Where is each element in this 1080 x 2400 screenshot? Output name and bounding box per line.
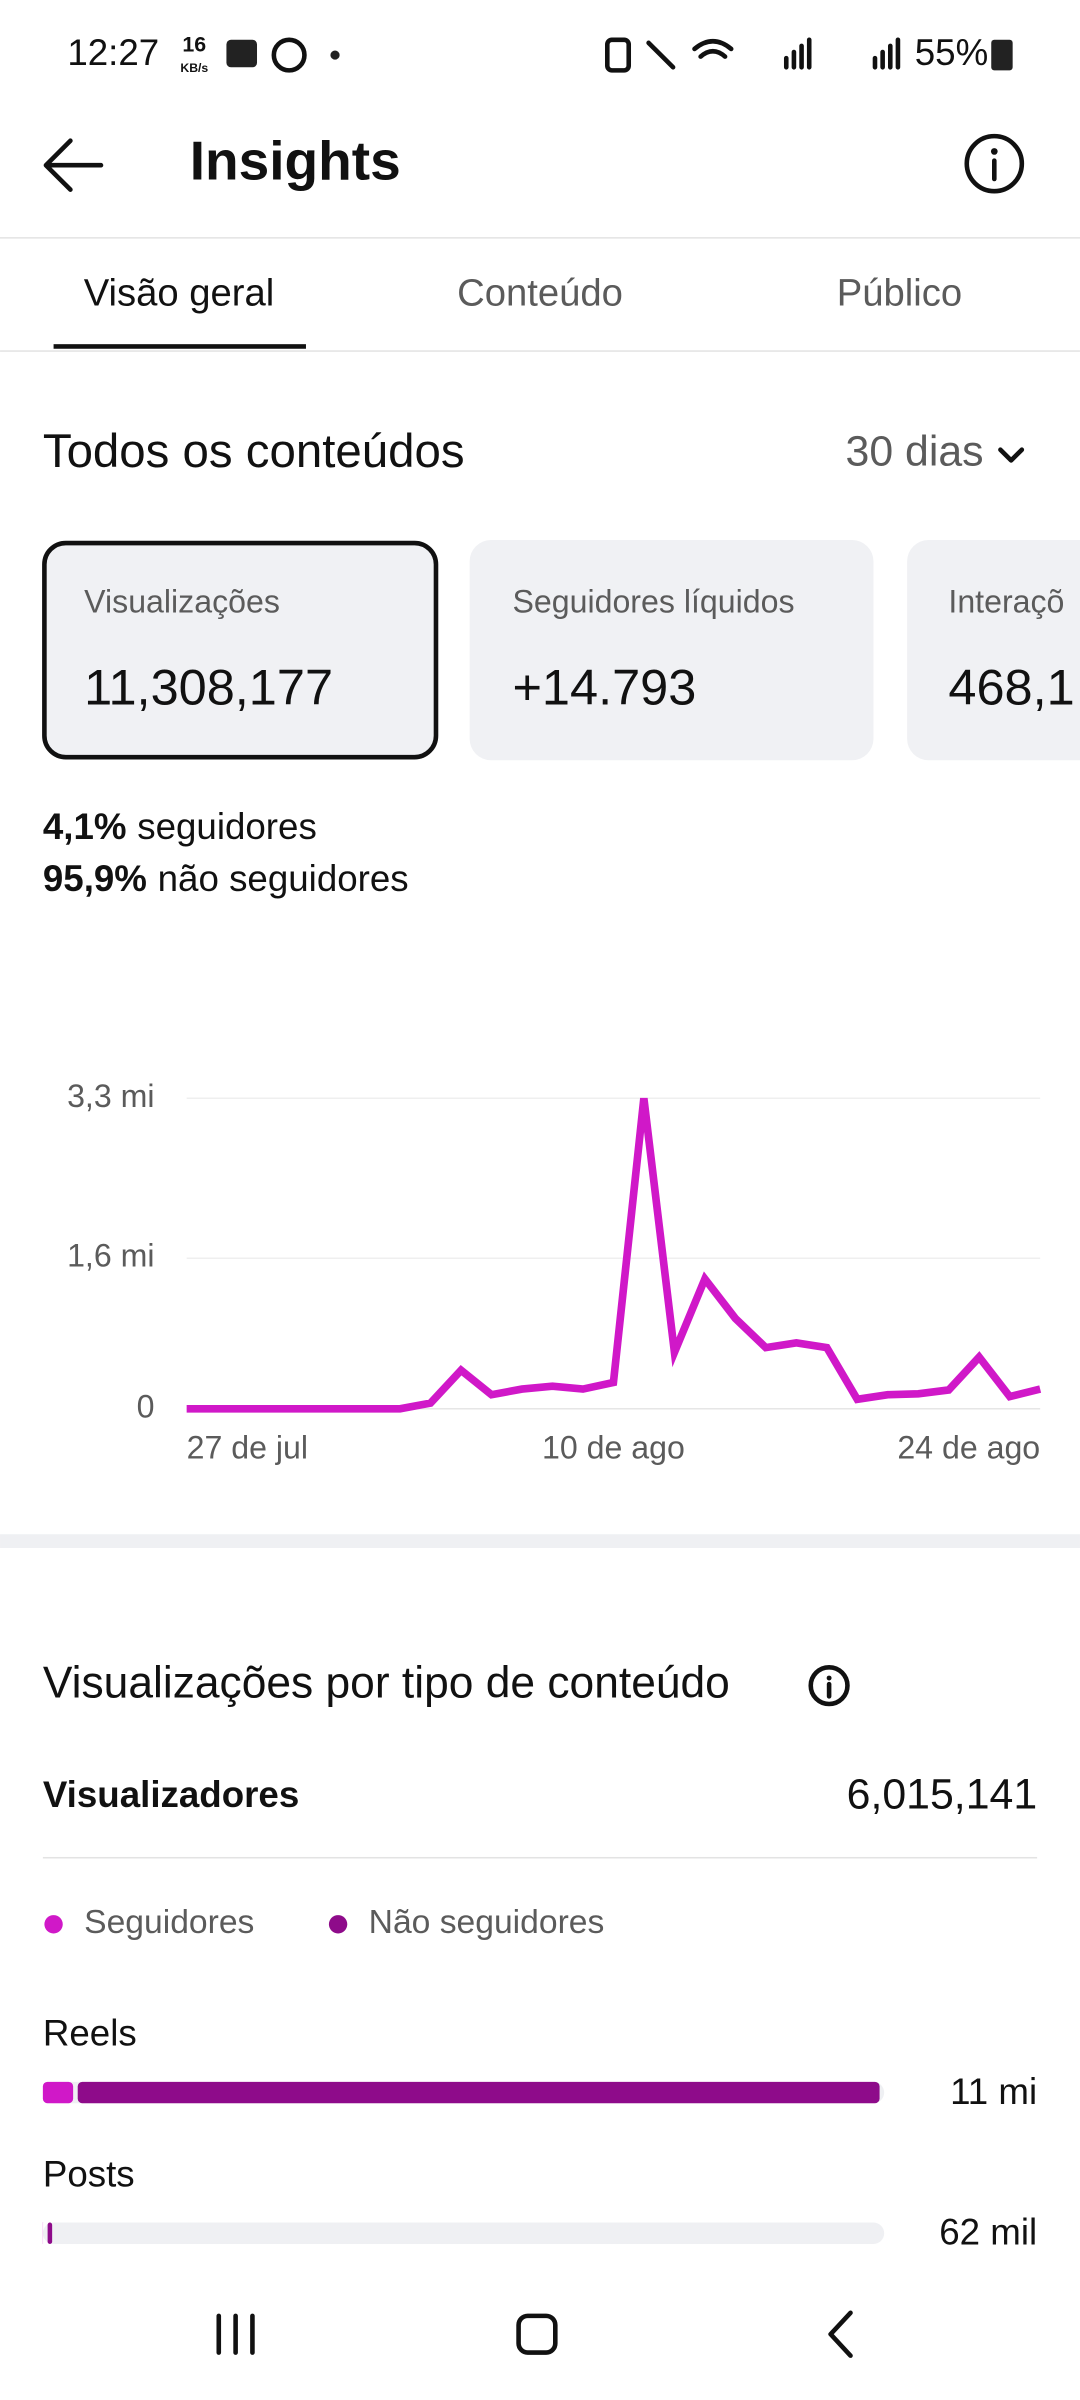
metric-card[interactable]: Seguidores líquidos +14.793 — [469, 539, 874, 761]
card-value: 468,1 — [948, 659, 1074, 716]
breakdown-title: Visualizações por tipo de conteúdo — [43, 1658, 730, 1707]
period-dropdown[interactable]: 30 dias — [846, 428, 1025, 476]
type-chart: Seguidores Não seguidores Reels 11 mi Posts 6… — [42, 1904, 1037, 2253]
nav-back[interactable] — [828, 2310, 853, 2358]
category-label: Posts — [43, 2153, 135, 2194]
battery-level: 55% — [915, 32, 988, 73]
metric-card[interactable]: Visualizações 11,308,177 — [42, 540, 439, 760]
info-button[interactable] — [964, 133, 1025, 194]
value-label: 11 mi — [950, 2071, 1037, 2112]
x-tick-label: 27 de jul — [187, 1430, 308, 1466]
section-divider — [0, 1534, 1080, 1548]
tab-overview[interactable]: Visão geral — [84, 271, 275, 314]
battery-saver-icon — [605, 37, 632, 73]
card-value: 11,308,177 — [84, 659, 333, 716]
split-percent: 95,9% — [43, 858, 147, 899]
card-label: Seguidores líquidos — [512, 584, 794, 620]
wifi-icon — [692, 39, 734, 59]
legend-swatch — [328, 1915, 348, 1934]
tab-audience[interactable]: Público — [837, 271, 962, 314]
value-label: 62 mil — [939, 2212, 1037, 2253]
gallery-icon — [226, 39, 258, 68]
nav-home[interactable] — [516, 2313, 558, 2355]
split-line: 4,1% seguidores — [43, 806, 317, 847]
viewers-value: 6,015,141 — [847, 1771, 1037, 1819]
bar-segment — [47, 2222, 53, 2244]
breakdown-info-button[interactable] — [808, 1665, 850, 1707]
line-series — [186, 1097, 1042, 1413]
bar-track — [42, 2222, 885, 2244]
views-chart: 0 1,6 mi 3,3 mi 27 de jul 10 de ago 24 de ago — [67, 1078, 1042, 1466]
bar-segment — [77, 2081, 880, 2104]
dot-icon — [330, 50, 340, 60]
viewers-label: Visualizadores — [43, 1774, 299, 1815]
y-tick-label: 3,3 mi — [67, 1078, 154, 1114]
net-speed-unit: KB/s — [180, 61, 208, 75]
divider — [42, 1856, 1038, 1859]
category-label: Reels — [43, 2013, 137, 2054]
status-time: 12:27 — [67, 32, 159, 73]
split-label: não seguidores — [158, 858, 409, 899]
split-label: seguidores — [137, 806, 317, 847]
mute-icon — [646, 40, 676, 70]
section-title: Todos os conteúdos — [43, 425, 465, 478]
y-tick-label: 0 — [137, 1388, 155, 1424]
card-label: Interaçõ — [948, 584, 1064, 620]
tab-content[interactable]: Conteúdo — [457, 271, 623, 314]
divider — [0, 350, 1080, 352]
divider — [0, 237, 1080, 239]
metric-card[interactable]: Interaçõ 468,1 — [907, 539, 1080, 761]
y-tick-label: 1,6 mi — [67, 1238, 154, 1274]
nav-recents[interactable] — [216, 2313, 255, 2355]
legend-label: Seguidores — [84, 1904, 254, 1941]
card-value: +14.793 — [512, 659, 696, 716]
battery-icon — [991, 39, 1013, 71]
legend-label: Não seguidores — [369, 1904, 605, 1941]
page-title: Insights — [190, 130, 401, 192]
card-label: Visualizações — [84, 584, 280, 620]
back-button[interactable] — [43, 138, 104, 192]
signal-icon — [783, 37, 901, 70]
x-tick-label: 10 de ago — [542, 1430, 685, 1466]
whatsapp-icon — [271, 37, 307, 73]
legend-swatch — [44, 1915, 63, 1934]
x-tick-label: 24 de ago — [897, 1430, 1040, 1466]
tab-indicator — [53, 344, 306, 349]
split-percent: 4,1% — [43, 806, 127, 847]
split-line: 95,9% não seguidores — [43, 858, 409, 899]
period-label: 30 dias — [846, 428, 984, 476]
bar-segment — [42, 2081, 74, 2104]
net-speed: 16 — [182, 33, 206, 57]
